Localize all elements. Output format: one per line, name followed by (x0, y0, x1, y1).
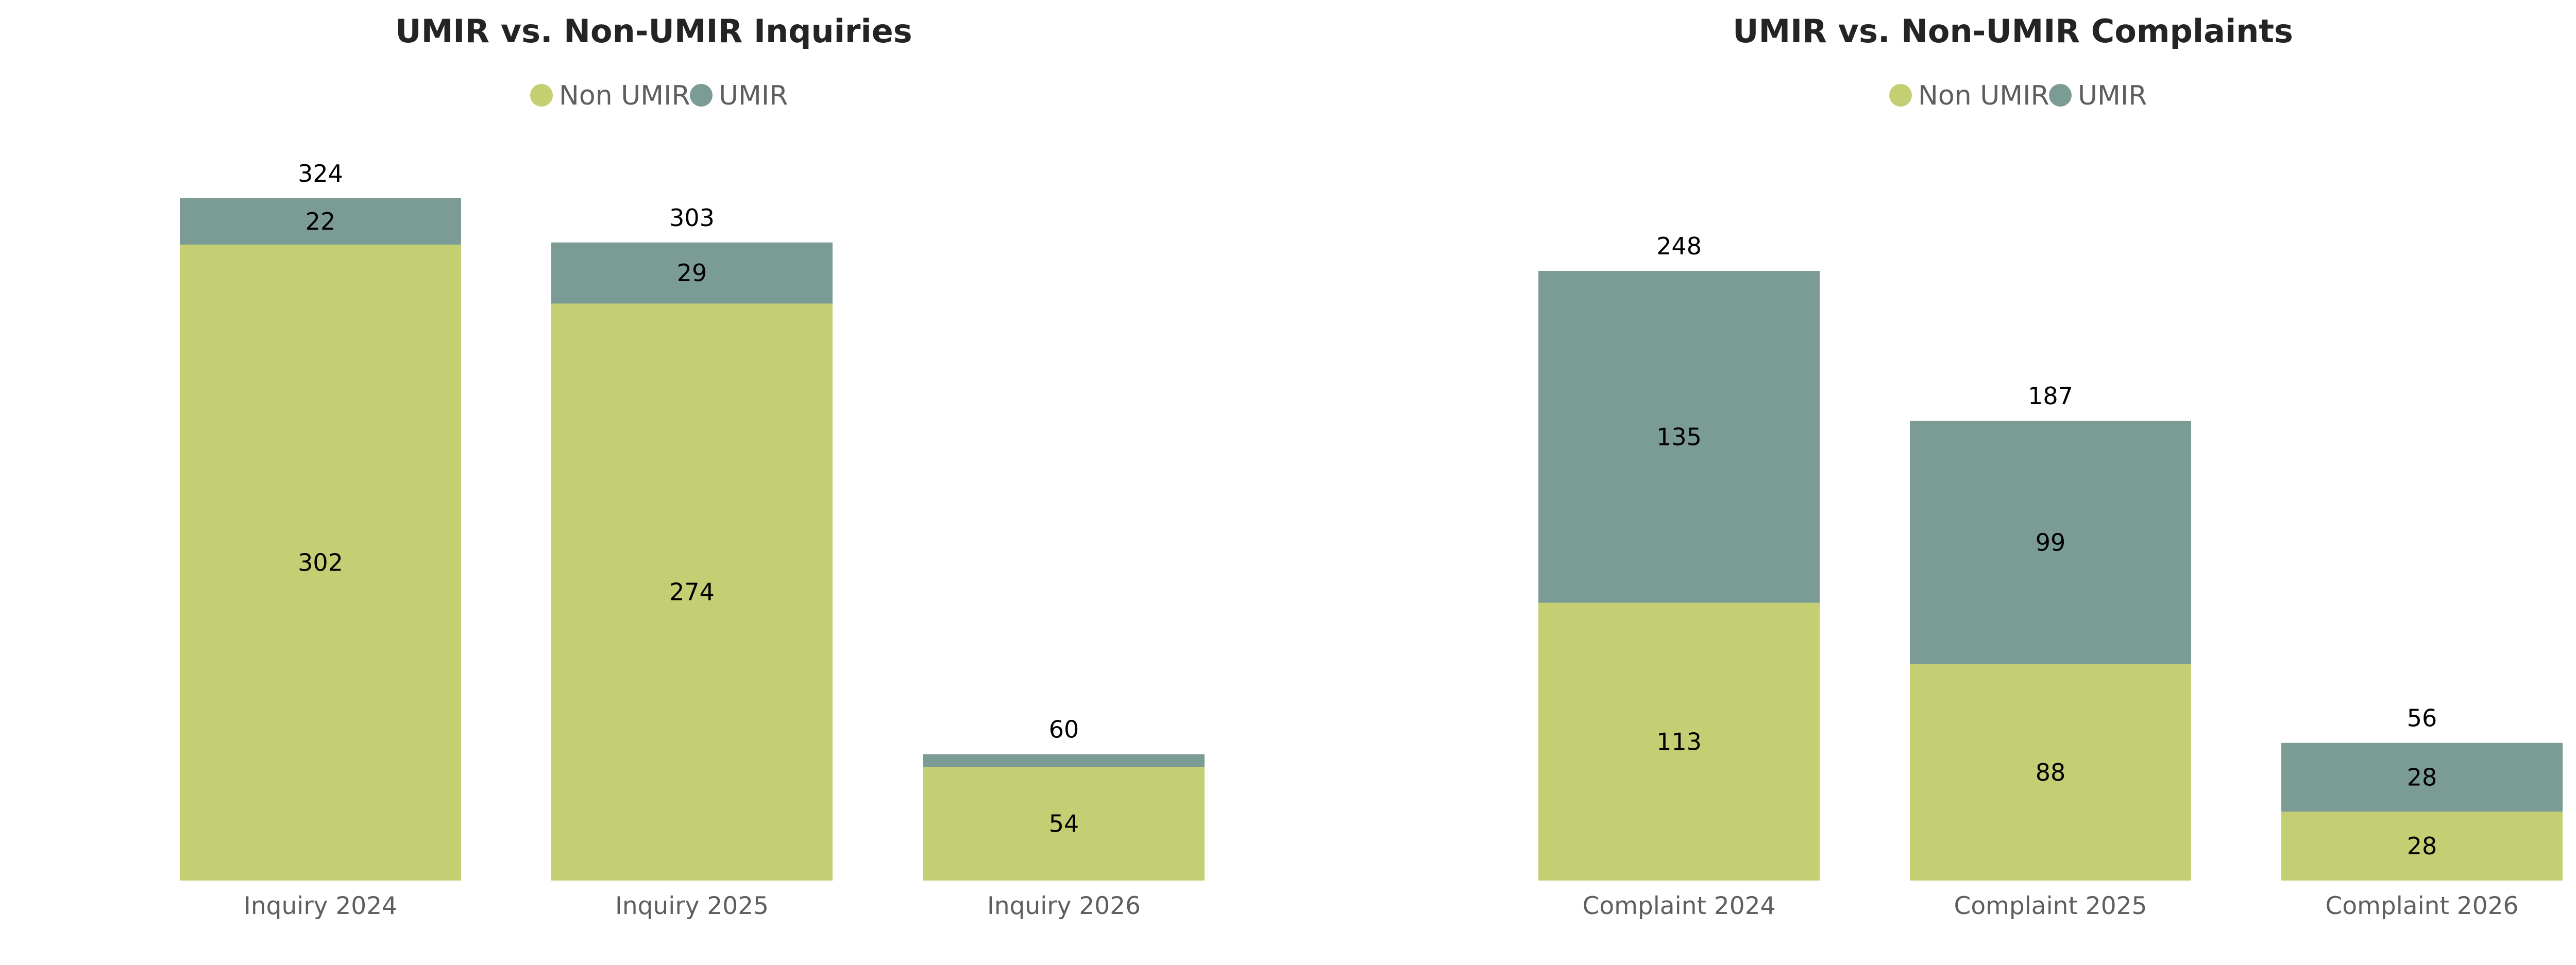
category-label: Inquiry 2025 (615, 892, 769, 920)
data-label: 135 (1656, 423, 1702, 451)
total-label: 324 (298, 160, 343, 187)
total-label: 60 (1049, 716, 1079, 744)
data-label: 28 (2407, 763, 2437, 791)
chart-title: UMIR vs. Non-UMIR Complaints (1733, 12, 2293, 50)
bar-segment-umir (180, 198, 461, 245)
bar-segment-umir (551, 242, 833, 304)
category-label: Complaint 2024 (1583, 892, 1776, 920)
data-label: 274 (669, 578, 715, 606)
bar-segment-umir (2281, 743, 2563, 812)
data-label: 88 (2036, 759, 2066, 786)
category-label: Inquiry 2024 (244, 892, 397, 920)
legend-marker-non-umir (530, 84, 553, 107)
chart-1: UMIR vs. Non-UMIR Inquiries Non UMIR UMIR 3… (180, 12, 1205, 920)
category-label: Complaint 2026 (2326, 892, 2519, 920)
data-label: 99 (2036, 529, 2066, 557)
bar-group: 302 22 324 Inquiry 2024 (180, 160, 461, 920)
data-label: 54 (1049, 810, 1079, 838)
legend: Non UMIR UMIR (1889, 80, 2147, 111)
bar-segment-non-umir (1910, 664, 2191, 881)
data-label: 28 (2407, 832, 2437, 860)
data-label: 302 (298, 548, 343, 576)
data-label: 113 (1656, 728, 1702, 755)
total-label: 56 (2407, 704, 2437, 732)
bar-segment-umir (1910, 421, 2191, 664)
data-label: 29 (677, 259, 707, 287)
category-label: Complaint 2025 (1954, 892, 2147, 920)
legend-label: Non UMIR (1918, 80, 2049, 111)
chart-title: UMIR vs. Non-UMIR Inquiries (395, 12, 912, 50)
bar-group: 113 135 248 Complaint 2024 (1538, 232, 1820, 920)
bar-group: 274 29 303 Inquiry 2025 (551, 204, 833, 920)
legend-marker-non-umir (1889, 84, 1912, 107)
chart-2: UMIR vs. Non-UMIR Complaints Non UMIR UMIR… (1538, 12, 2563, 920)
total-label: 303 (669, 204, 715, 232)
bar-group: 28 28 56 Complaint 2026 (2281, 704, 2563, 920)
legend-label: UMIR (2078, 80, 2147, 111)
category-label: Inquiry 2026 (987, 892, 1141, 920)
bar-segment-non-umir (923, 767, 1205, 881)
data-label: 22 (306, 208, 336, 235)
legend-label: Non UMIR (559, 80, 690, 111)
bar-segment-umir (923, 754, 1205, 767)
bar-segment-non-umir (551, 303, 833, 881)
bar-segment-non-umir (180, 244, 461, 881)
bar-segment-non-umir (1538, 602, 1820, 881)
bar-segment-umir (1538, 271, 1820, 603)
bar-segment-non-umir (2281, 812, 2563, 881)
total-label: 248 (1656, 232, 1702, 260)
legend-marker-umir (2049, 84, 2072, 107)
legend: Non UMIR UMIR (530, 80, 788, 111)
legend-marker-umir (690, 84, 713, 107)
legend-label: UMIR (719, 80, 788, 111)
bar-group: 88 99 187 Complaint 2025 (1910, 382, 2191, 920)
total-label: 187 (2028, 382, 2073, 410)
bar-group: 54 60 Inquiry 2026 (923, 716, 1205, 920)
